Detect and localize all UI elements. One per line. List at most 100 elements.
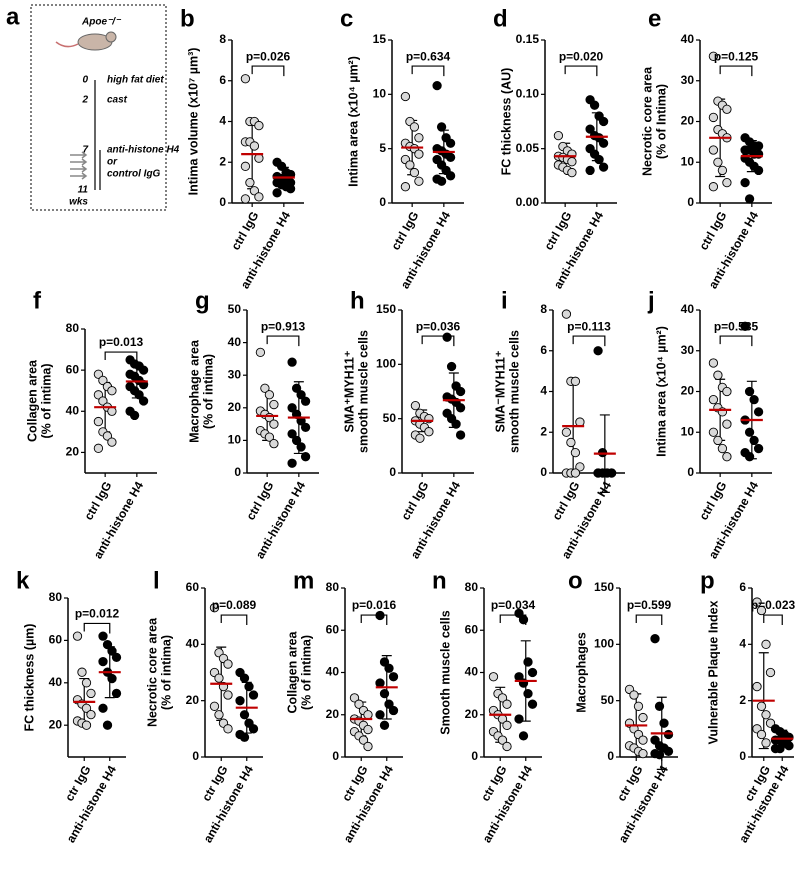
data-point — [354, 699, 364, 709]
data-point — [775, 743, 785, 754]
panel-letter: b — [180, 5, 195, 32]
data-point — [753, 407, 764, 417]
data-point — [708, 358, 719, 368]
data-point — [223, 690, 233, 700]
data-point — [455, 403, 466, 413]
data-point — [570, 376, 581, 386]
y-tick-label: 4 — [219, 114, 226, 128]
data-point — [255, 347, 266, 358]
data-point — [523, 657, 533, 667]
data-point — [567, 167, 577, 178]
y-tick-label: 0 — [219, 195, 226, 209]
y-tick-label: 60 — [66, 362, 80, 376]
panel-letter: h — [350, 287, 365, 314]
data-point — [567, 157, 577, 167]
p-value: p=0.016 — [352, 598, 397, 612]
data-point — [358, 735, 369, 745]
data-point — [214, 710, 224, 720]
data-point — [708, 112, 719, 123]
y-tick-label: 0 — [687, 195, 694, 209]
event-label: anti-histone H4 — [107, 145, 180, 156]
data-point — [488, 672, 499, 682]
x-tick-label: ctrl IgG — [549, 479, 582, 522]
data-point — [553, 130, 564, 141]
data-point — [740, 177, 750, 188]
data-point — [400, 182, 411, 192]
significance-bracket — [251, 65, 285, 77]
data-point — [597, 468, 608, 478]
p-value: p=0.113 — [567, 319, 611, 333]
x-tick-label: anti-histone H4 — [201, 763, 257, 845]
data-point — [722, 452, 732, 462]
p-value: p=0.089 — [212, 598, 257, 612]
data-point — [300, 452, 311, 462]
y-axis-label: (% of intima) — [39, 364, 53, 439]
y-tick-label: 10 — [681, 154, 695, 168]
data-point — [594, 154, 604, 165]
data-point — [300, 422, 311, 433]
injection-arrow — [70, 172, 88, 180]
data-point — [717, 443, 728, 454]
y-axis-label: Intima volume (x10⁷ µm³) — [186, 48, 200, 196]
data-point — [285, 184, 296, 194]
data-point — [296, 390, 306, 400]
data-point — [708, 427, 719, 437]
y-tick-label: 10 — [373, 87, 387, 101]
data-point — [585, 124, 595, 134]
x-tick-label: ctrl IgG — [696, 479, 729, 522]
data-point — [254, 153, 264, 163]
data-point — [752, 681, 762, 692]
y-tick-label: 40 — [681, 32, 695, 46]
data-point — [400, 91, 411, 102]
y-tick-label: 30 — [681, 343, 695, 357]
y-tick-label: 40 — [186, 637, 200, 651]
data-point — [276, 161, 287, 171]
data-point — [455, 430, 466, 440]
data-point — [663, 729, 674, 740]
x-tick-label: anti-histone H4 — [480, 763, 536, 845]
week-label: 11 — [78, 185, 89, 196]
injection-arrow — [70, 158, 88, 166]
y-tick-label: 0.15 — [516, 32, 540, 46]
p-value: p=0.020 — [559, 49, 604, 63]
data-point — [107, 406, 117, 416]
x-tick-label: anti-histone H4 — [64, 763, 120, 845]
data-point — [98, 396, 108, 406]
data-point — [138, 365, 149, 375]
data-point — [86, 688, 96, 699]
data-point — [570, 447, 581, 458]
significance-bracket — [220, 614, 248, 626]
data-point — [527, 667, 538, 678]
data-point — [223, 659, 233, 669]
data-point — [442, 332, 452, 342]
y-tick-label: 20 — [228, 400, 242, 414]
data-point — [107, 386, 117, 396]
data-point — [240, 194, 251, 204]
data-point — [446, 361, 457, 372]
x-tick-label: ctrl IgG — [243, 479, 276, 522]
data-point — [86, 709, 96, 720]
data-point — [502, 699, 512, 709]
y-axis-label: Necrotic core area — [145, 617, 159, 727]
data-point — [93, 416, 104, 427]
data-point — [111, 688, 122, 699]
data-point — [107, 437, 117, 447]
data-point — [209, 701, 220, 711]
y-tick-label: 80 — [326, 580, 340, 594]
data-point — [633, 701, 644, 711]
data-point — [244, 681, 254, 692]
x-tick-label: anti-histone H4 — [341, 763, 397, 845]
p-value: p=0.034 — [491, 598, 536, 612]
data-point — [287, 458, 297, 468]
data-point — [451, 419, 461, 429]
data-point — [432, 80, 442, 91]
data-point — [239, 673, 250, 683]
p-value: p=0.013 — [99, 335, 144, 349]
week-label: 7 — [82, 145, 88, 156]
data-point — [388, 672, 399, 682]
data-point — [384, 663, 394, 673]
y-tick-label: 80 — [49, 590, 63, 604]
y-axis-label: Macrophages — [574, 632, 588, 713]
data-point — [414, 133, 424, 143]
injection-arrow — [70, 151, 88, 159]
